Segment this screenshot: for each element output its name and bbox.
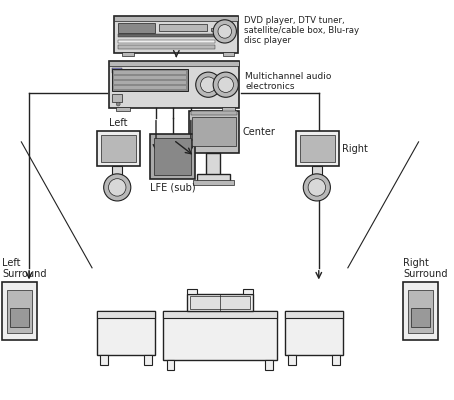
- Circle shape: [213, 72, 238, 97]
- Bar: [114, 81, 186, 84]
- Bar: [10, 308, 29, 327]
- Bar: [191, 111, 237, 115]
- Bar: [101, 135, 136, 162]
- Bar: [332, 355, 340, 365]
- Bar: [312, 166, 322, 184]
- Bar: [116, 107, 130, 111]
- Circle shape: [213, 20, 237, 43]
- Bar: [7, 290, 32, 333]
- Bar: [207, 154, 220, 175]
- Bar: [114, 86, 186, 88]
- Bar: [197, 174, 230, 181]
- Text: Right
Surround: Right Surround: [403, 258, 448, 280]
- Bar: [193, 180, 233, 186]
- Bar: [159, 24, 207, 32]
- Text: LFE (sub): LFE (sub): [150, 182, 195, 192]
- Bar: [100, 355, 108, 365]
- Bar: [114, 16, 238, 21]
- Bar: [192, 117, 237, 146]
- Bar: [97, 312, 155, 355]
- Text: Left: Left: [109, 118, 128, 128]
- Bar: [150, 134, 195, 179]
- Bar: [113, 69, 188, 90]
- Bar: [113, 94, 122, 102]
- Bar: [296, 131, 339, 166]
- Bar: [189, 111, 239, 154]
- Circle shape: [201, 77, 216, 92]
- Bar: [223, 28, 227, 32]
- Circle shape: [104, 174, 131, 201]
- Bar: [118, 40, 215, 43]
- Circle shape: [218, 25, 232, 38]
- Circle shape: [308, 179, 326, 196]
- Bar: [222, 107, 236, 111]
- Circle shape: [218, 77, 233, 92]
- Bar: [118, 45, 215, 49]
- Bar: [114, 16, 238, 53]
- Bar: [187, 289, 197, 294]
- Bar: [408, 290, 433, 333]
- Bar: [288, 355, 296, 365]
- Bar: [114, 76, 186, 79]
- Bar: [97, 312, 155, 318]
- Bar: [266, 360, 273, 370]
- Circle shape: [116, 102, 120, 106]
- Bar: [113, 166, 122, 184]
- Bar: [301, 135, 335, 162]
- Bar: [2, 282, 37, 340]
- Bar: [190, 296, 250, 310]
- Bar: [285, 312, 343, 355]
- Bar: [144, 355, 152, 365]
- Bar: [154, 138, 191, 175]
- Circle shape: [303, 174, 331, 201]
- Text: Center: Center: [242, 127, 275, 137]
- Bar: [163, 312, 277, 318]
- Bar: [285, 312, 343, 318]
- Bar: [118, 23, 155, 33]
- Text: Right: Right: [342, 144, 368, 154]
- Text: DVD player, DTV tuner,
satellite/cable box, Blu-ray
disc player: DVD player, DTV tuner, satellite/cable b…: [244, 16, 359, 45]
- Bar: [109, 62, 239, 108]
- Bar: [187, 294, 253, 312]
- Bar: [411, 308, 430, 327]
- Bar: [113, 68, 122, 73]
- Text: Left
Surround: Left Surround: [2, 258, 46, 280]
- Bar: [122, 52, 134, 56]
- Bar: [217, 28, 221, 32]
- Circle shape: [109, 179, 126, 196]
- Bar: [114, 71, 186, 74]
- Bar: [163, 312, 277, 360]
- Bar: [109, 62, 239, 66]
- Bar: [118, 34, 229, 37]
- Bar: [211, 28, 215, 32]
- Bar: [167, 360, 174, 370]
- Text: Multichannel audio
electronics: Multichannel audio electronics: [245, 72, 331, 92]
- Bar: [403, 282, 438, 340]
- Bar: [223, 52, 234, 56]
- Bar: [243, 289, 253, 294]
- Circle shape: [196, 72, 221, 97]
- Bar: [97, 131, 139, 166]
